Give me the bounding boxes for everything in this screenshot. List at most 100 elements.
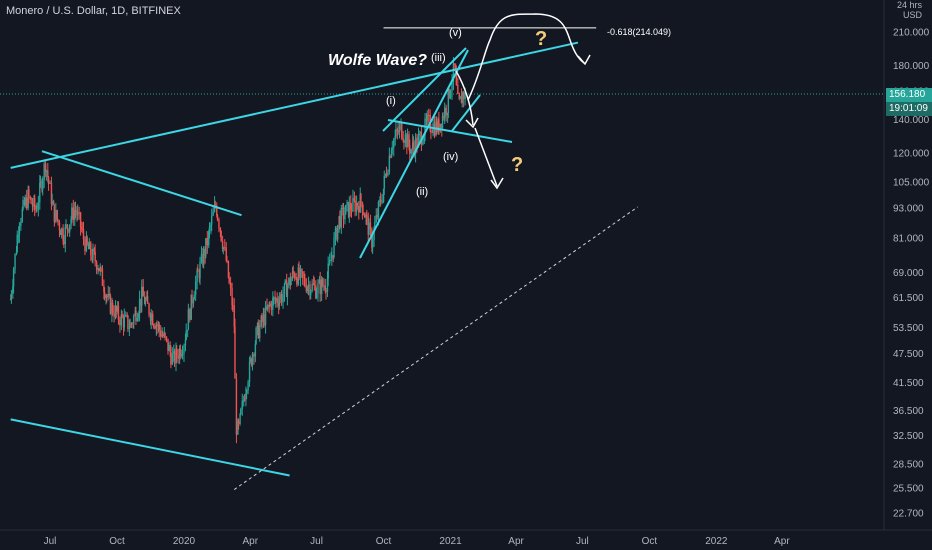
candle-body <box>34 198 36 209</box>
candle-body <box>165 336 168 339</box>
candle-body <box>232 304 234 306</box>
arrow-up-loop <box>467 13 585 101</box>
candle-body <box>340 208 343 228</box>
candle-body <box>136 317 139 322</box>
candle-body <box>206 238 209 246</box>
candle-body <box>74 209 76 221</box>
candle-body <box>197 270 199 272</box>
wedge-break-line <box>387 119 513 143</box>
candle-body <box>219 227 222 232</box>
candle-body <box>227 260 230 278</box>
candle-body <box>151 313 154 325</box>
candle-body <box>249 358 251 362</box>
candle-body <box>237 420 240 424</box>
candle-body <box>243 400 245 402</box>
candle-body <box>342 207 345 220</box>
currency-label: USD <box>902 10 922 20</box>
candle-body <box>202 248 205 266</box>
candle-body <box>87 244 90 250</box>
candle-body <box>141 286 143 306</box>
candle-body <box>175 348 177 364</box>
candle-body <box>391 148 393 151</box>
candle-body <box>277 302 280 307</box>
candle-body <box>272 297 275 299</box>
candle-body <box>181 353 184 355</box>
candle-body <box>326 278 329 293</box>
candle-body <box>210 224 212 228</box>
candle-body <box>148 303 150 315</box>
candle-body <box>130 323 133 325</box>
candle-body <box>95 261 98 270</box>
candle-body <box>412 142 415 147</box>
y-tick-label: 32.500 <box>893 431 924 442</box>
candle-body <box>411 142 414 150</box>
candle-body <box>231 288 233 305</box>
candle-body <box>85 236 88 251</box>
candle-body <box>352 197 354 212</box>
time-axis[interactable]: Jul Oct 2020 Apr Jul Oct 2021 Apr Jul Oct 2022 Apr <box>44 536 791 547</box>
candle-body <box>128 327 131 329</box>
candle-body <box>225 247 227 261</box>
candle-body <box>134 310 136 316</box>
candle-body <box>264 306 267 326</box>
candle-body <box>462 92 465 100</box>
symbol-title[interactable]: Monero / U.S. Dollar, 1D, BITFINEX <box>6 5 181 17</box>
candle-body <box>98 268 100 271</box>
candle-body <box>167 338 169 351</box>
candle-body <box>49 182 51 184</box>
candle-body <box>63 241 65 245</box>
candle-body <box>350 210 353 212</box>
candle-body <box>365 214 367 218</box>
candle-body <box>196 270 198 282</box>
candle-body <box>228 277 230 283</box>
candle-body <box>64 226 66 245</box>
candle-body <box>23 199 26 206</box>
candle-body <box>50 182 53 205</box>
candle-body <box>133 315 135 324</box>
candle-body <box>164 332 166 337</box>
candle-body <box>262 314 265 322</box>
candle-body <box>361 202 364 213</box>
candle-body <box>111 302 114 314</box>
y-tick-label: 93.000 <box>893 204 924 215</box>
dashed-projection-line <box>233 206 638 490</box>
arrowhead-loop <box>577 54 591 66</box>
candle-body <box>193 294 195 300</box>
candle-body <box>311 283 313 291</box>
candle-body <box>336 228 338 240</box>
candle-body <box>92 248 94 261</box>
candle-body <box>241 400 243 409</box>
wave-label-v: (v) <box>449 27 462 39</box>
candle-body <box>68 228 70 232</box>
candle-body <box>129 323 131 328</box>
candle-body <box>331 255 333 261</box>
x-tick-label: 2021 <box>439 536 462 547</box>
candle-body <box>313 284 316 286</box>
candle-body <box>406 134 409 148</box>
candle-body <box>452 63 455 83</box>
candle-body <box>368 222 370 235</box>
wolfe-upper-trendline <box>10 41 579 169</box>
candle-body <box>417 135 420 148</box>
candle-body <box>111 302 113 314</box>
candle-body <box>78 212 80 214</box>
candle-body <box>310 290 312 296</box>
arrow-down-large <box>474 127 498 187</box>
candle-body <box>97 268 99 270</box>
candle-body <box>385 173 388 176</box>
candle-body <box>159 330 162 337</box>
arrowhead-small <box>465 117 479 129</box>
candle-body <box>327 263 329 279</box>
candle-body <box>350 202 352 211</box>
candle-body <box>254 343 257 357</box>
candle-body <box>297 267 300 285</box>
candle-body <box>170 352 172 365</box>
candle-body <box>453 63 455 65</box>
candle-body <box>109 293 111 296</box>
candle-body <box>18 226 21 235</box>
y-tick-label: 180.000 <box>893 61 930 72</box>
candle-body <box>256 322 259 329</box>
candle-body <box>45 170 48 173</box>
candle-body <box>183 345 185 354</box>
